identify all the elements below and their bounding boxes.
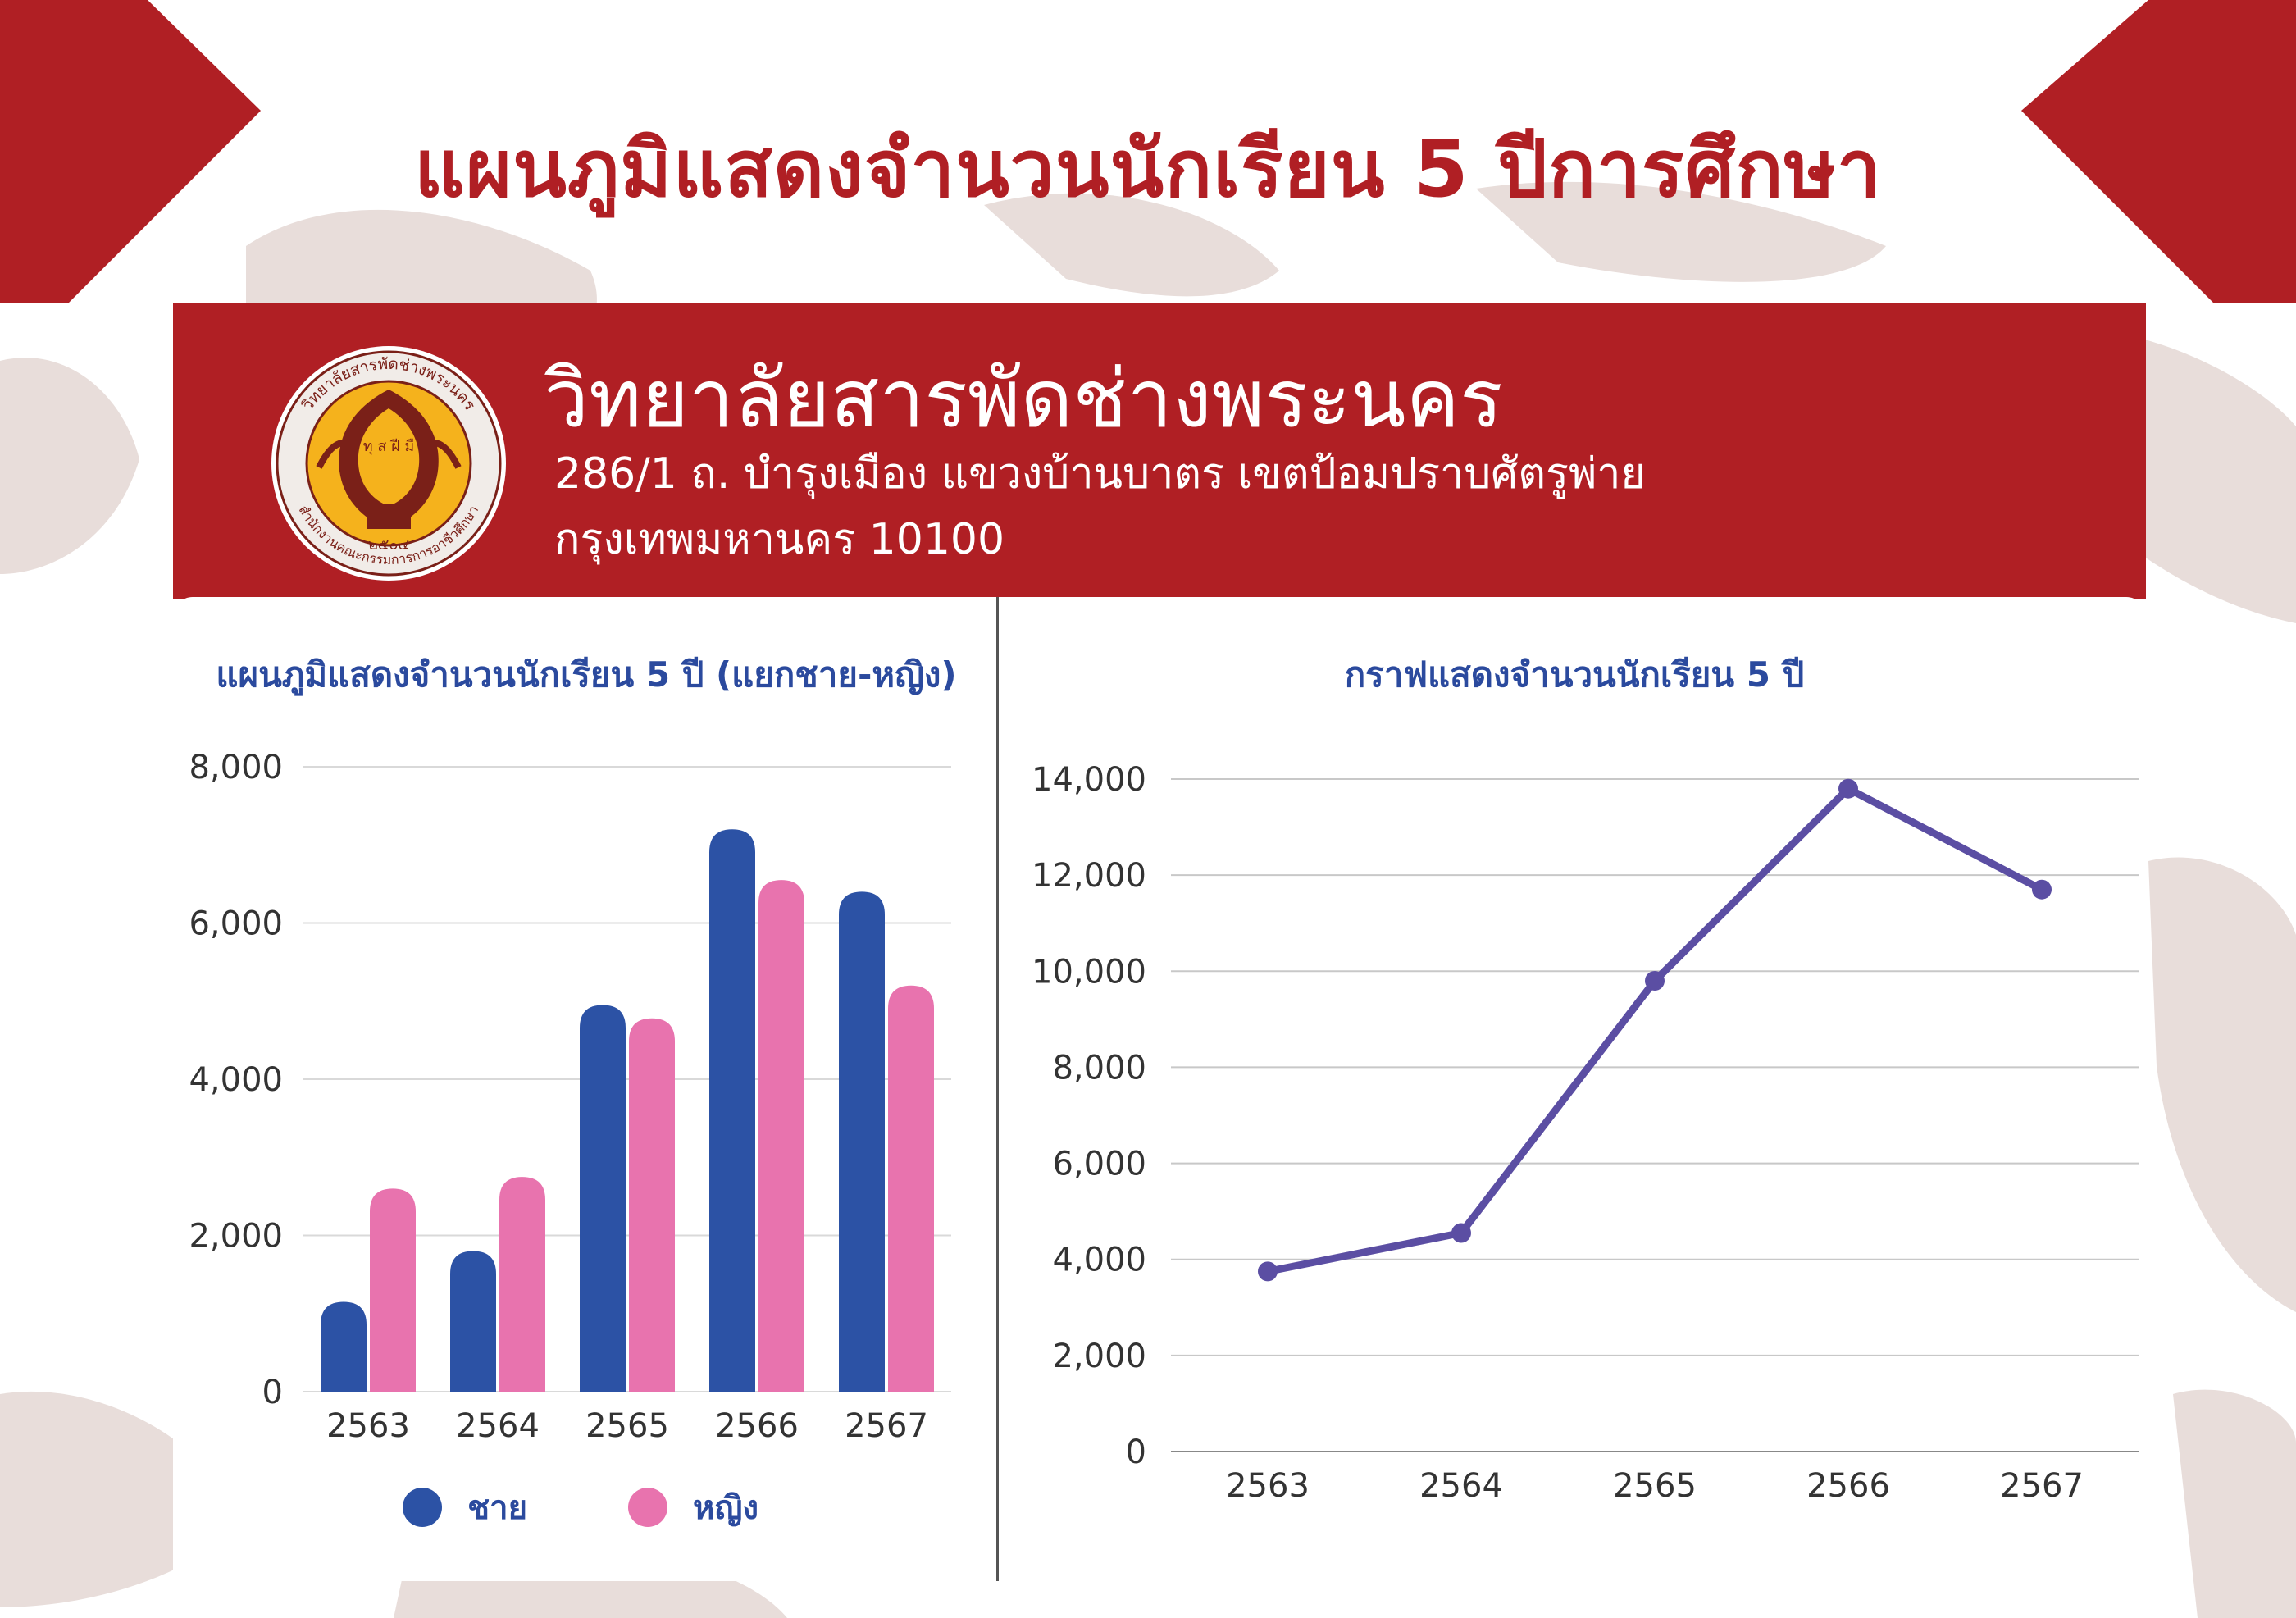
bar-x-tick-label: 2564 <box>456 1407 540 1445</box>
emblem-center-text: ทุ ส ฝี มื <box>363 438 414 455</box>
emblem-year-text: ๒๕๐๔ <box>368 536 409 554</box>
line-point-2567 <box>2032 879 2052 900</box>
line-x-tick-label: 2566 <box>1806 1467 1890 1505</box>
bar-male-2566 <box>709 829 755 1392</box>
bar-x-tick-label: 2566 <box>715 1407 799 1445</box>
bar-x-tick-label: 2563 <box>326 1407 410 1445</box>
line-y-tick-label: 6,000 <box>1052 1146 1146 1183</box>
line-chart-title: กราฟแสดงจำนวนนักเรียน 5 ปี <box>1344 654 1805 695</box>
main-title: แผนภูมิแสดงจำนวนนักเรียน 5 ปีการศึกษา <box>414 123 1882 215</box>
bar-male-2565 <box>580 1005 626 1392</box>
college-name: วิทยาลัยสารพัดช่างพระนคร <box>544 353 1503 446</box>
line-y-tick-label: 2,000 <box>1052 1338 1146 1375</box>
bar-male-2567 <box>839 891 885 1392</box>
bar-female-2563 <box>370 1188 416 1392</box>
line-point-2566 <box>1838 778 1858 799</box>
college-address-line-2: กรุงเทพมหานคร 10100 <box>554 515 1005 564</box>
bar-y-tick-label: 8,000 <box>189 749 283 786</box>
line-point-2563 <box>1258 1261 1278 1282</box>
line-x-tick-label: 2567 <box>2000 1467 2084 1505</box>
bar-female-2566 <box>758 880 804 1392</box>
college-header-panel: ทุ ส ฝี มื ๒๕๐๔ วิทยาลัยสารพัดช่างพระนคร… <box>173 303 2146 599</box>
line-series <box>1264 785 2046 1275</box>
top-banner-shapes <box>0 0 2296 303</box>
line-x-tick-label: 2565 <box>1613 1467 1697 1505</box>
bar-female-2567 <box>888 985 934 1392</box>
bar-female-2564 <box>499 1177 545 1392</box>
legend-swatch-female <box>628 1488 667 1527</box>
bar-chart-title: แผนภูมิแสดงจำนวนนักเรียน 5 ปี (แยกชาย-หญ… <box>216 654 957 695</box>
line-x-tick-label: 2563 <box>1226 1467 1310 1505</box>
charts-panel <box>173 597 2146 1581</box>
bar-y-tick-label: 0 <box>262 1374 283 1411</box>
bar-x-tick-label: 2565 <box>585 1407 669 1445</box>
legend-label-male: ชาย <box>467 1489 527 1527</box>
line-y-tick-label: 4,000 <box>1052 1242 1146 1279</box>
line-x-tick-label: 2564 <box>1419 1467 1503 1505</box>
line-y-tick-label: 10,000 <box>1032 953 1146 991</box>
line-y-tick-label: 0 <box>1126 1433 1146 1471</box>
bar-male-2563 <box>321 1301 367 1392</box>
college-emblem-icon: ทุ ส ฝี มื ๒๕๐๔ วิทยาลัยสารพัดช่างพระนคร… <box>271 346 506 581</box>
line-point-2564 <box>1451 1223 1471 1243</box>
bar-y-tick-label: 2,000 <box>189 1218 283 1256</box>
line-point-2565 <box>1645 971 1665 991</box>
bar-female-2565 <box>629 1018 675 1392</box>
bar-y-tick-label: 6,000 <box>189 905 283 943</box>
bar-male-2564 <box>450 1251 496 1392</box>
bar-x-tick-label: 2567 <box>845 1407 928 1445</box>
line-y-tick-label: 12,000 <box>1032 857 1146 895</box>
legend-swatch-male <box>403 1488 442 1527</box>
line-y-tick-label: 14,000 <box>1032 761 1146 799</box>
line-y-tick-label: 8,000 <box>1052 1049 1146 1087</box>
bar-y-tick-label: 4,000 <box>189 1061 283 1099</box>
college-address-line-1: 286/1 ถ. บำรุงเมือง แขวงบ้านบาตร เขตป้อม… <box>554 449 1646 499</box>
chart-divider <box>996 597 999 1581</box>
legend-label-female: หญิง <box>693 1489 758 1527</box>
